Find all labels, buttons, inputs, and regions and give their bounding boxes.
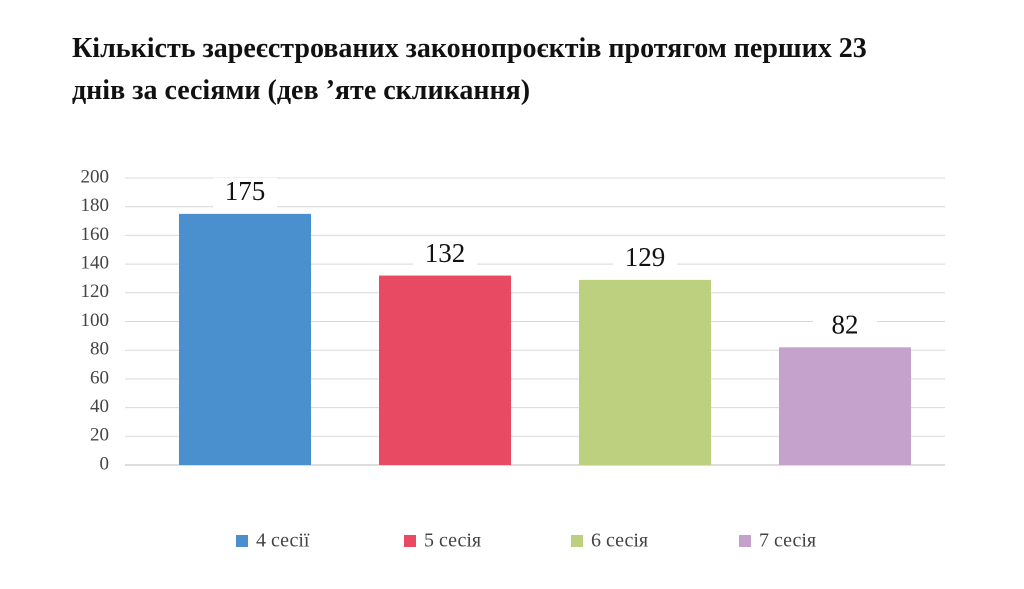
y-tick-label: 160 xyxy=(81,224,110,245)
legend-swatch xyxy=(404,535,416,547)
value-label: 129 xyxy=(625,242,666,272)
legend-label: 4 сесії xyxy=(256,530,310,552)
value-label: 132 xyxy=(425,238,466,268)
y-tick-label: 40 xyxy=(90,396,109,417)
y-tick-label: 20 xyxy=(90,425,109,446)
y-tick-label: 80 xyxy=(90,339,109,360)
value-label-bg xyxy=(413,239,477,270)
bar xyxy=(579,279,711,465)
bar xyxy=(179,213,311,465)
y-tick-label: 60 xyxy=(90,367,109,388)
value-label: 82 xyxy=(832,310,859,340)
y-tick-label: 200 xyxy=(81,166,110,187)
legend-label: 7 сесія xyxy=(759,530,816,552)
value-label-bg xyxy=(813,311,877,342)
legend-swatch xyxy=(571,535,583,547)
value-label-bg xyxy=(613,243,677,274)
y-tick-label: 100 xyxy=(81,310,110,331)
bar xyxy=(379,275,511,465)
y-tick-label: 140 xyxy=(81,252,110,273)
chart-title: Кількість зареєстрованих законопроєктів … xyxy=(72,33,867,106)
y-tick-label: 120 xyxy=(81,281,110,302)
legend-label: 5 сесія xyxy=(424,530,481,552)
legend-label: 6 сесія xyxy=(591,530,648,552)
legend-swatch xyxy=(236,535,248,547)
bar xyxy=(779,347,911,465)
legend-swatch xyxy=(739,535,751,547)
y-tick-label: 0 xyxy=(100,453,110,474)
value-label: 175 xyxy=(225,176,266,206)
value-label-bg xyxy=(213,177,277,208)
y-tick-label: 180 xyxy=(81,195,110,216)
